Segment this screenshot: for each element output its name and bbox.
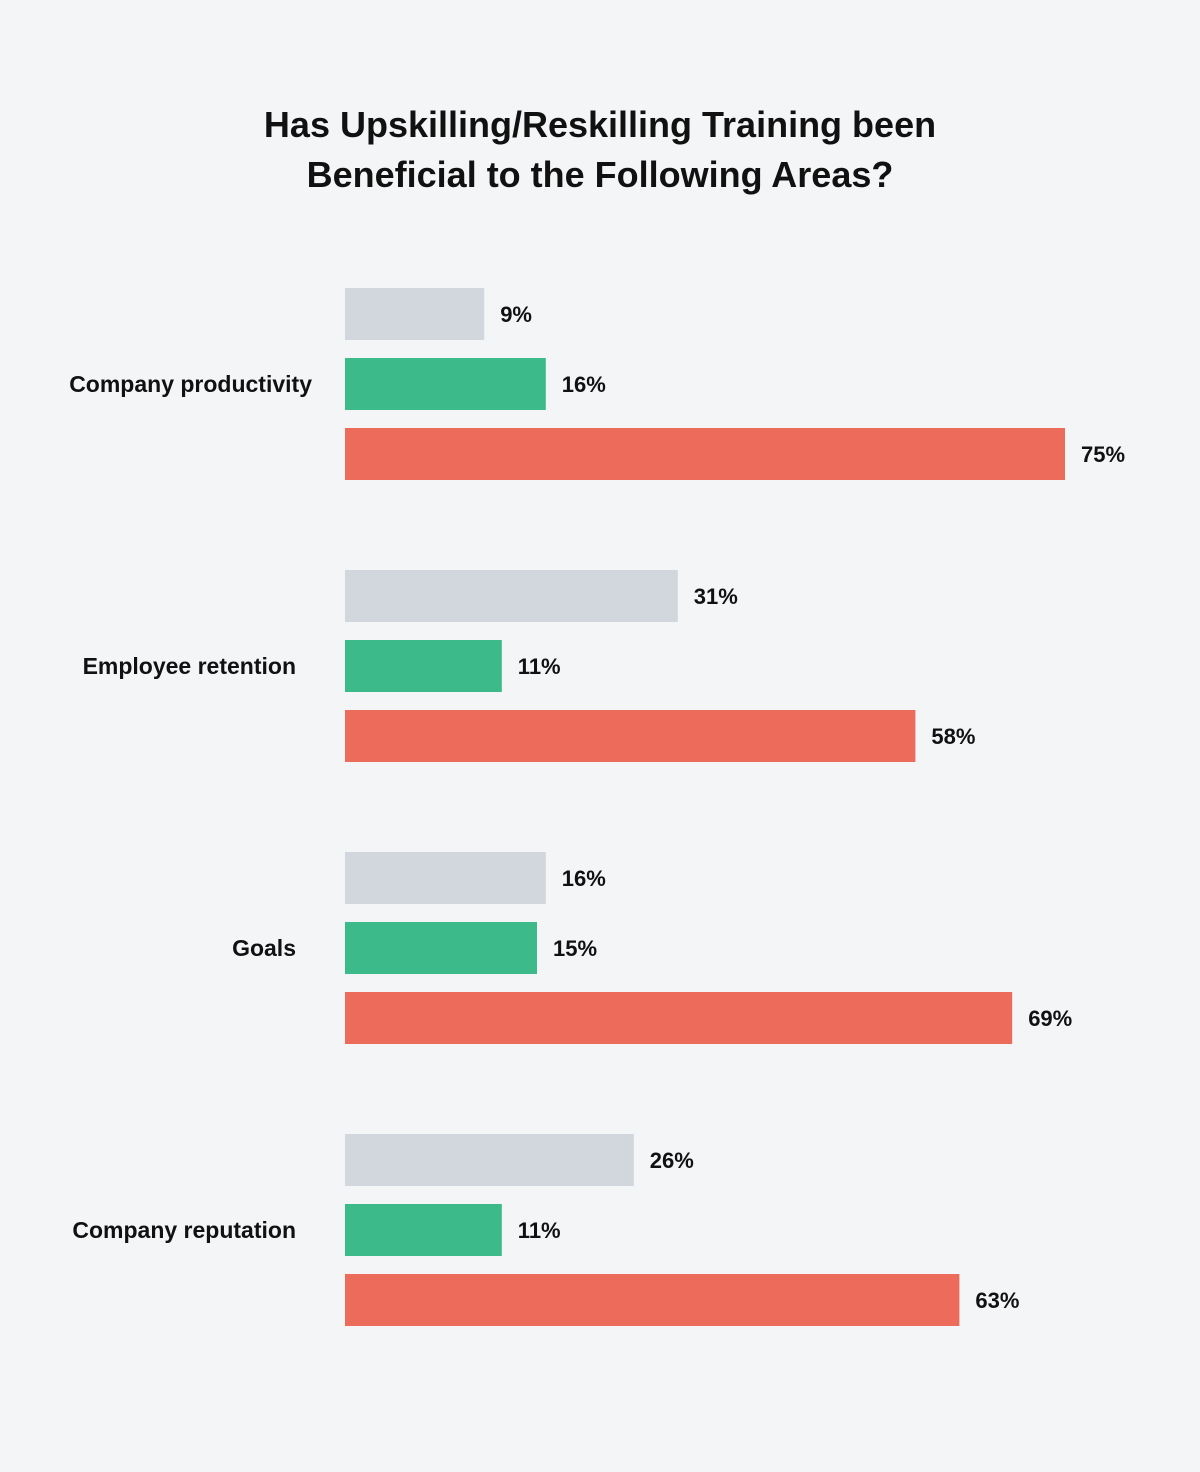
bar — [345, 428, 1065, 480]
data-label: 9% — [500, 302, 532, 327]
data-label: 11% — [518, 1218, 561, 1243]
chart-title-line-1: Has Upskilling/Reskilling Training been — [263, 104, 937, 145]
data-label: 63% — [975, 1288, 1019, 1313]
data-label: 15% — [553, 936, 597, 961]
category-label: Goals — [232, 935, 296, 961]
category-group: Employee retention 31% 11% 58% — [83, 570, 975, 762]
data-label: 58% — [931, 724, 975, 749]
chart-title-line-2: Beneficial to the Following Areas? — [306, 154, 894, 195]
category-group: Goals 16% 15% 69% — [232, 852, 1072, 1044]
bar — [345, 358, 546, 410]
data-label: 26% — [650, 1148, 694, 1173]
data-label: 31% — [694, 584, 738, 609]
bar — [345, 992, 1013, 1044]
data-label: 69% — [1028, 1006, 1072, 1031]
bar — [345, 288, 485, 340]
category-group: Company reputation 26% 11% 63% — [72, 1134, 1019, 1326]
bar — [345, 640, 502, 692]
category-group: Company productivity 9% 16% 75% — [69, 288, 1125, 480]
data-label: 16% — [562, 372, 606, 397]
bar — [345, 1134, 634, 1186]
bar — [345, 570, 678, 622]
data-label: 75% — [1081, 442, 1125, 467]
bar — [345, 922, 537, 974]
category-label: Company reputation — [72, 1217, 296, 1243]
bar — [345, 852, 546, 904]
data-label: 11% — [518, 654, 561, 679]
chart-title: Has Upskilling/Reskilling Training been … — [0, 100, 1200, 200]
category-label: Employee retention — [83, 653, 296, 679]
bar — [345, 1274, 960, 1326]
bar — [345, 1204, 502, 1256]
bar — [345, 710, 916, 762]
category-label: Company productivity — [69, 371, 312, 397]
data-label: 16% — [562, 866, 606, 891]
